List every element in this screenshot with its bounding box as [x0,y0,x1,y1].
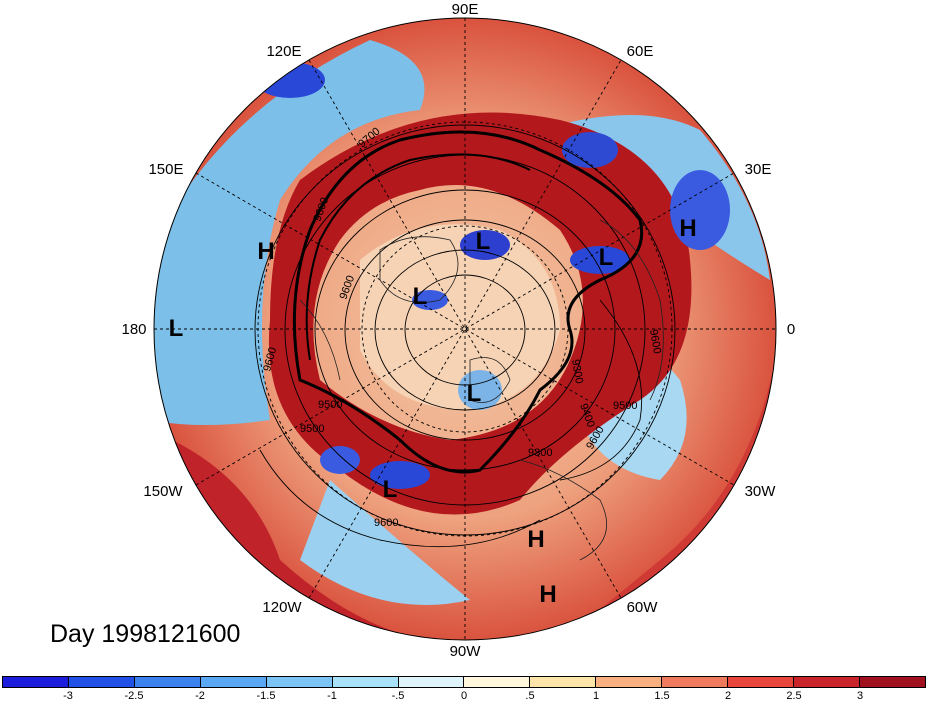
low-pressure-marker: L [476,228,491,255]
colorbar-segment [68,677,135,687]
colorbar-segment [794,677,860,687]
contour-label: 9300 [569,358,585,384]
lon-label: 60W [627,599,659,616]
strong-negative-anomaly [320,446,360,474]
contour-label: 9500 [318,399,342,411]
colorbar-tick-label: -1 [327,690,337,702]
lon-label: 120E [266,43,301,60]
strong-negative-anomaly [670,170,730,250]
colorbar-tick-label: 3 [856,690,864,702]
strong-negative-anomaly [562,132,618,168]
longitude-labels: 90E 60E 120E 30E 150E 0 180 30W 150W 60W… [121,1,795,660]
colorbar-tick-label: -1.5 [256,690,276,702]
lon-label: 30E [745,161,772,178]
colorbar-tick-label: .5 [525,690,535,702]
colorbar-tick-label: 1 [592,690,600,702]
strong-negative-anomaly [570,246,630,274]
colorbar-segment [266,677,333,687]
high-pressure-marker: H [257,238,274,265]
low-pressure-marker: L [599,244,614,271]
lon-label: 0 [787,321,795,338]
colorbar-tick-label: -.5 [391,690,405,702]
high-pressure-marker: H [539,581,556,608]
colorbar-segment [728,677,795,687]
anomaly-field [154,18,776,640]
contour-label: 9600 [374,517,398,529]
negative-anomaly-region [154,40,425,425]
colorbar-segment [134,677,201,687]
contour-label: 9600 [647,328,663,354]
colorbar-segment [596,677,663,687]
map-boundary [153,17,777,641]
high-pressure-marker: H [679,215,696,242]
colorbar-segment [464,677,531,687]
coastlines [299,219,664,561]
lon-label: 30W [745,483,777,500]
colorbar-tick-label: 0 [460,690,468,702]
lon-label: 90E [452,1,479,18]
contour-label: 9300 [528,447,552,459]
strong-negative-anomaly [255,62,325,98]
colorbar-ticks: -3 -2.5 -2 -1.5 -1 -.5 0 .5 1 1.5 2 2.5 3 [2,690,926,702]
positive-anomaly-ring [268,112,692,515]
colorbar-tick-label: -2.5 [124,690,144,702]
neutral-anomaly-region [360,224,560,410]
lon-label: 150W [143,483,183,500]
lon-label: 180 [121,321,146,338]
high-pressure-marker: H [527,526,544,553]
low-pressure-marker: L [467,380,482,407]
colorbar-tick-label: -3 [63,690,73,702]
lon-label: 60E [627,43,654,60]
low-pressure-marker: L [383,476,398,503]
strong-negative-anomaly [460,230,510,260]
colorbar-segment [859,677,925,687]
colorbar [2,676,926,688]
colorbar-segment [530,677,597,687]
low-pressure-marker: L [413,283,428,310]
colorbar-tick-label: 2 [724,690,732,702]
low-pressure-marker: L [169,315,184,342]
contour-label: 9500 [613,400,637,412]
colorbar-tick-label: 1.5 [654,690,670,702]
lon-label: 90W [450,643,482,660]
strong-negative-anomaly [412,290,448,310]
pressure-centers: L L L L L L H H H H L [169,215,697,608]
colorbar-segment [398,677,465,687]
colorbar-segment [3,677,69,687]
colorbar-segment [200,677,267,687]
day-label: Day 1998121600 [50,620,241,648]
contour-labels: 9700 9600 9600 9600 9600 9500 9500 9300 … [261,125,663,529]
lon-label: 150E [148,161,183,178]
graticule [154,18,776,640]
lon-label: 120W [262,599,302,616]
colorbar-tick-label: 2.5 [786,690,802,702]
colorbar-segment [662,677,729,687]
polar-map: 90E 60E 120E 30E 150E 0 180 30W 150W 60W… [121,1,795,660]
colorbar-tick-label: -2 [195,690,205,702]
negative-anomaly-region [300,480,470,605]
strong-negative-anomaly [370,461,430,489]
colorbar-segment [332,677,399,687]
contour-label: 9500 [300,423,324,435]
